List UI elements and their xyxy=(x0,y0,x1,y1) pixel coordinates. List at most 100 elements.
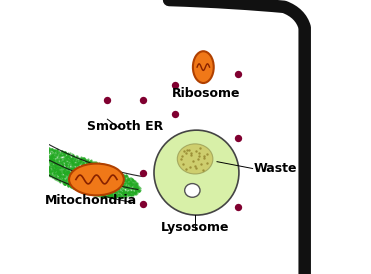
Point xyxy=(70,179,76,184)
Point xyxy=(198,162,204,166)
Point xyxy=(89,182,95,187)
Point xyxy=(129,192,135,196)
Point xyxy=(33,158,39,162)
Point xyxy=(32,152,37,156)
Point xyxy=(68,162,74,167)
Point xyxy=(69,156,75,160)
Point xyxy=(71,170,77,175)
Point xyxy=(98,170,104,174)
Point xyxy=(74,158,80,162)
Point xyxy=(42,154,48,159)
Point xyxy=(46,165,52,170)
Point xyxy=(120,192,126,196)
Point xyxy=(105,173,111,178)
Point xyxy=(126,178,132,182)
Point xyxy=(60,164,66,169)
Point xyxy=(41,153,47,158)
Point xyxy=(234,72,240,76)
Point xyxy=(94,189,100,193)
Point xyxy=(93,176,99,181)
Point xyxy=(46,159,52,163)
Point xyxy=(129,177,135,181)
Point xyxy=(89,166,95,170)
Point xyxy=(111,171,116,175)
Point xyxy=(60,162,66,166)
Point xyxy=(100,180,106,185)
Point xyxy=(62,181,68,186)
Point xyxy=(37,159,43,163)
Point xyxy=(58,157,63,161)
Point xyxy=(60,151,66,156)
Point xyxy=(80,189,86,193)
Point xyxy=(60,182,66,186)
Point xyxy=(93,180,99,185)
Point xyxy=(34,152,40,156)
Point xyxy=(124,174,129,178)
Point xyxy=(111,169,117,173)
Point xyxy=(81,173,87,178)
Point xyxy=(128,179,134,183)
Point xyxy=(125,176,131,181)
Point xyxy=(137,189,142,193)
Point xyxy=(89,165,95,170)
Point xyxy=(105,182,111,186)
Point xyxy=(43,157,49,162)
Point xyxy=(55,167,61,172)
Point xyxy=(135,188,141,193)
Point xyxy=(121,177,127,181)
Point xyxy=(135,189,141,193)
Point xyxy=(101,185,107,189)
Point xyxy=(121,192,127,196)
Point xyxy=(88,187,94,191)
Point xyxy=(91,184,96,189)
Point xyxy=(63,151,69,155)
Point xyxy=(55,158,60,162)
Point xyxy=(50,158,56,163)
Point xyxy=(37,159,43,163)
Point xyxy=(112,181,118,186)
Point xyxy=(48,157,54,161)
Point xyxy=(62,166,68,170)
Point xyxy=(49,156,55,160)
Point xyxy=(92,192,98,196)
Point xyxy=(125,186,131,190)
Point xyxy=(44,162,50,167)
Point xyxy=(101,166,106,170)
Point xyxy=(120,195,126,199)
Point xyxy=(35,152,41,157)
Point xyxy=(88,190,93,195)
Point xyxy=(30,155,36,159)
Point xyxy=(65,183,71,187)
Point xyxy=(91,190,97,194)
Point xyxy=(65,169,71,174)
Point xyxy=(46,165,52,169)
Point xyxy=(129,181,135,186)
Point xyxy=(54,147,60,152)
Point xyxy=(102,164,108,169)
Point xyxy=(109,184,115,189)
Point xyxy=(50,165,56,169)
Point xyxy=(100,171,106,175)
Point xyxy=(92,162,98,166)
Point xyxy=(52,161,58,165)
Point xyxy=(79,169,85,173)
Point xyxy=(68,157,74,162)
Point xyxy=(68,184,73,189)
Point xyxy=(43,157,49,161)
Point xyxy=(83,181,89,185)
Point xyxy=(79,167,85,171)
Point xyxy=(93,178,99,182)
Point xyxy=(121,191,127,196)
Point xyxy=(78,184,84,188)
Point xyxy=(58,160,64,164)
Point xyxy=(114,179,119,184)
Point xyxy=(49,169,55,173)
Text: Waste: Waste xyxy=(254,162,298,175)
Point xyxy=(122,192,128,196)
Point xyxy=(81,169,86,173)
Point xyxy=(82,157,88,161)
Point xyxy=(40,166,46,170)
Point xyxy=(125,181,131,185)
Point xyxy=(99,173,105,177)
Point xyxy=(38,153,44,158)
